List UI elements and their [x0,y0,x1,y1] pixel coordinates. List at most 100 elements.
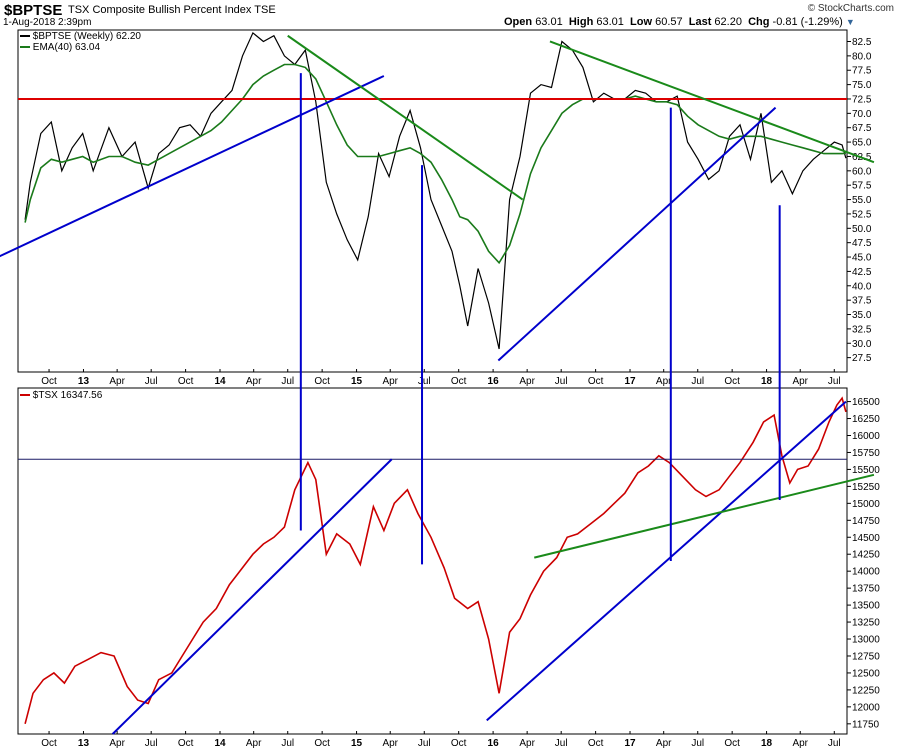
x-tick-label: Apr [246,738,262,749]
x-tick-label: Oct [314,376,330,387]
y-tick-label: 14750 [852,516,880,527]
y-tick-label: 13250 [852,618,880,629]
y-tick-label: 14250 [852,550,880,561]
y-tick-label: 12750 [852,651,880,662]
x-tick-label: Jul [555,376,568,387]
x-tick-label: Apr [656,738,672,749]
bptse-trendline [287,34,524,201]
annotation-lines [0,34,875,735]
x-tick-label: Oct [451,376,467,387]
y-tick-label: 80.0 [852,51,872,62]
x-tick-label: Oct [178,738,194,749]
bptse-trendline [549,40,875,164]
x-tick-label: Apr [792,738,808,749]
x-tick-label: Jul [145,376,158,387]
x-tick-label: Apr [656,376,672,387]
x-tick-label: Jul [145,738,158,749]
x-tick-label: 17 [624,376,636,387]
legend-ema-swatch [20,46,30,49]
x-tick-label: Oct [178,376,194,387]
legend-tsx: $TSX 16347.56 [20,390,103,401]
bptse-plot-area [17,29,848,373]
y-tick-label: 16250 [852,414,880,425]
tsx-x-axis: Oct 13 Apr Jul Oct 14 Apr Jul Oct 15 Apr Jul Oct 16 Ap… [41,731,841,749]
y-tick-label: 60.0 [852,166,872,177]
x-tick-label: Oct [41,376,57,387]
series-line [24,31,847,350]
y-tick-label: 67.5 [852,123,872,134]
x-tick-label: Jul [418,738,431,749]
tsx-trendline [486,400,847,722]
x-tick-label: Oct [724,738,740,749]
y-tick-label: 11750 [852,719,880,730]
open-value: 63.01 [535,16,563,28]
low-label: Low [630,16,653,28]
x-tick-label: 16 [488,738,500,749]
y-tick-label: 82.5 [852,37,872,48]
x-tick-label: Apr [519,738,535,749]
x-tick-label: Oct [724,376,740,387]
y-tick-label: 13000 [852,635,880,646]
legend-bptse: $BPTSE (Weekly) 62.20 [20,31,141,42]
x-tick-label: Apr [382,376,398,387]
x-tick-label: 18 [761,376,773,387]
chg-value: -0.81 (-1.29%) [772,16,843,28]
x-tick-label: Apr [519,376,535,387]
legend-tsx-swatch [20,394,30,397]
x-tick-label: 17 [624,738,636,749]
x-tick-label: 13 [78,376,90,387]
x-tick-label: 14 [214,376,226,387]
chg-label: Chg [748,16,770,28]
y-tick-label: 47.5 [852,238,872,249]
x-tick-label: 15 [351,376,363,387]
tsx-trendline [111,458,393,735]
y-tick-label: 65.0 [852,138,872,149]
dropdown-triangle-icon[interactable]: ▼ [845,17,855,27]
y-tick-label: 40.0 [852,281,872,292]
y-tick-label: 37.5 [852,296,872,307]
x-tick-label: Apr [109,738,125,749]
y-tick-label: 15250 [852,482,880,493]
x-tick-label: Oct [451,738,467,749]
y-tick-label: 77.5 [852,66,872,77]
x-tick-label: Oct [41,738,57,749]
tsx-trendline [534,473,875,559]
x-tick-label: Apr [246,376,262,387]
symbol-title: $BPTSE [4,2,63,19]
x-tick-label: 13 [78,738,90,749]
x-tick-label: 15 [351,738,363,749]
bptse-trendline [0,75,385,258]
x-tick-label: Jul [281,376,294,387]
x-tick-label: Jul [828,376,841,387]
stockcharts-credit: © StockCharts.com [807,3,894,14]
y-tick-label: 12500 [852,668,880,679]
y-tick-label: 30.0 [852,339,872,350]
y-tick-label: 55.0 [852,195,872,206]
x-tick-label: Oct [588,376,604,387]
y-tick-label: 50.0 [852,224,872,235]
y-tick-label: 12000 [852,702,880,713]
tsx-panel: 16500 16250 16000 15750 15500 15250 15000 14750… [17,387,880,749]
x-tick-label: Apr [792,376,808,387]
x-tick-label: Oct [588,738,604,749]
y-tick-label: 12250 [852,685,880,696]
legend-ema: EMA(40) 63.04 [20,42,101,53]
y-tick-label: 13500 [852,601,880,612]
legend-tsx-label: $TSX 16347.56 [32,390,103,401]
series-line [24,396,847,725]
last-label: Last [688,16,712,28]
low-value: 60.57 [655,16,683,28]
x-tick-label: Jul [418,376,431,387]
bptse-panel: 82.580.077.575.072.570.067.565.062.560.0… [17,29,872,387]
bptse-series [24,31,847,350]
y-tick-label: 15000 [852,499,880,510]
x-tick-label: 16 [488,376,500,387]
x-tick-label: 18 [761,738,773,749]
x-tick-label: Jul [691,376,704,387]
x-tick-label: Oct [314,738,330,749]
chart-date: 1-Aug-2018 2:39pm [3,17,92,28]
y-tick-label: 32.5 [852,324,872,335]
bptse-trendline [497,106,777,362]
y-tick-label: 42.5 [852,267,872,278]
tsx-plot-area [17,387,848,735]
